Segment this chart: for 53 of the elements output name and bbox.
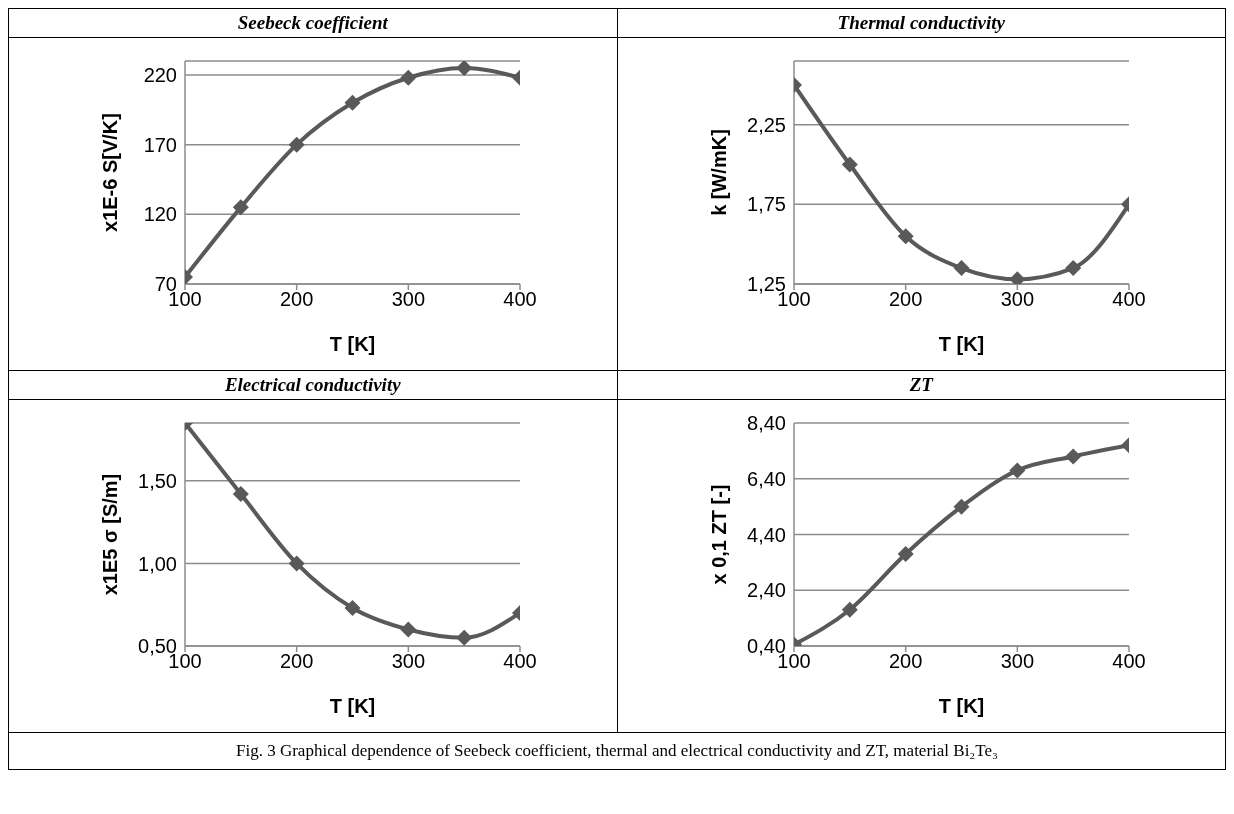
x-tick-label: 200 — [888, 288, 922, 311]
chart-title: Thermal conductivity — [617, 8, 1226, 38]
point — [953, 260, 969, 277]
point — [232, 199, 249, 216]
point — [841, 601, 858, 618]
x-tick-label: 300 — [1000, 650, 1034, 673]
chart-title: ZT — [617, 370, 1226, 400]
x-tick-label: 300 — [391, 288, 426, 311]
y-tick-label: 2,25 — [746, 113, 786, 136]
y-tick-label: 6,40 — [746, 467, 786, 490]
x-axis-title: T [K] — [329, 333, 376, 355]
x-tick-label: 200 — [279, 650, 314, 673]
y-tick-label: 220 — [143, 64, 177, 87]
y-axis-title: x 0,1 ZT [-] — [707, 484, 730, 585]
x-axis-title: T [K] — [938, 695, 984, 717]
point — [400, 621, 417, 638]
y-tick-label: 170 — [143, 133, 177, 156]
y-tick-label: 1,75 — [746, 193, 786, 216]
point — [897, 546, 914, 563]
x-tick-label: 400 — [1111, 288, 1146, 311]
x-tick-label: 300 — [391, 650, 426, 673]
y-tick-label: 120 — [143, 203, 177, 226]
y-tick-label: 4,40 — [746, 523, 786, 546]
point — [1008, 462, 1025, 479]
point — [456, 61, 473, 76]
point — [232, 486, 249, 503]
x-tick-label: 300 — [1000, 288, 1034, 311]
y-axis-title: x1E5 σ [S/m] — [99, 473, 122, 596]
x-tick-label: 400 — [503, 650, 537, 673]
x-axis-title: T [K] — [938, 333, 984, 355]
x-tick-label: 400 — [1111, 650, 1146, 673]
point — [400, 69, 417, 86]
point — [344, 94, 361, 111]
point — [288, 555, 305, 572]
chart-title: Seebeck coefficient — [8, 8, 617, 38]
y-tick-label: 2,40 — [746, 579, 786, 602]
caption: Fig. 3 Graphical dependence of Seebeck coefficient, thermal and electrical conductivity and ZT, material Bi₂Te₃ — [235, 741, 999, 761]
y-tick-label: 8,40 — [746, 412, 786, 435]
y-axis-title: x1E-6 S[V/K] — [99, 113, 122, 232]
point — [344, 600, 361, 617]
x-tick-label: 200 — [888, 650, 922, 673]
y-tick-label: 1,50 — [138, 469, 177, 492]
y-axis-title: k [W/mK] — [707, 129, 730, 216]
y-tick-label: 1,00 — [138, 552, 177, 575]
x-tick-label: 400 — [503, 288, 537, 311]
x-axis-title: T [K] — [329, 695, 376, 717]
point — [456, 629, 473, 646]
point — [897, 228, 914, 245]
x-tick-label: 200 — [279, 288, 314, 311]
point — [1064, 448, 1081, 465]
point — [953, 498, 969, 515]
chart-title: Electrical conductivity — [8, 370, 617, 400]
point — [288, 136, 305, 153]
